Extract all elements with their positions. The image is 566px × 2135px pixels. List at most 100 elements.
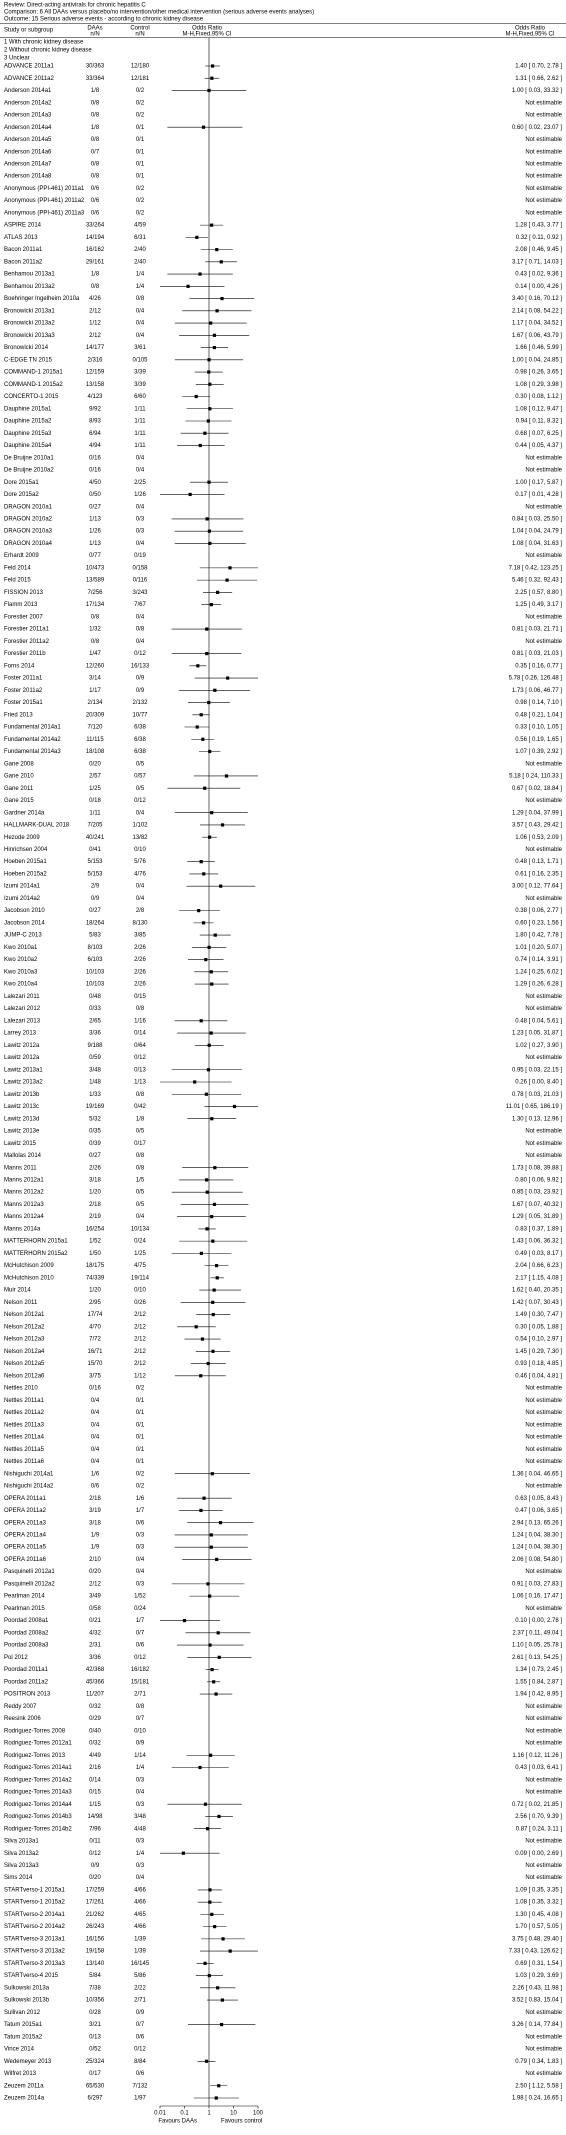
daa-events: 0/6	[91, 198, 100, 204]
ci-header: M-H,Fixed,95% CI	[505, 32, 554, 38]
study-name: DRAGON 2010a4	[4, 541, 53, 547]
study-name: Dauphine 2015a4	[4, 443, 52, 449]
point-estimate	[214, 2096, 218, 2100]
daa-events: 18/108	[86, 749, 105, 755]
odds-ratio-label: 0.33 [ 0.10, 1.05 ]	[515, 725, 562, 731]
control-events: 1/8	[136, 1116, 145, 1122]
odds-ratio-label: Not estimable	[525, 1777, 562, 1783]
odds-ratio-label: 0.09 [ 0.00, 2.69 ]	[515, 1851, 562, 1857]
control-events: 0/5	[136, 1190, 145, 1196]
point-estimate	[212, 1288, 216, 1292]
odds-ratio-label: 5.46 [ 0.32, 92.43 ]	[512, 578, 562, 584]
daa-events: 0/33	[89, 1006, 101, 1012]
odds-ratio-label: 0.91 [ 0.03, 27.83 ]	[512, 1581, 562, 1587]
point-estimate	[205, 651, 209, 656]
study-name: OPERA 2011a2	[4, 1508, 47, 1514]
control-events: 16/133	[131, 663, 150, 669]
odds-ratio-label: 1.24 [ 0.25, 6.02 ]	[515, 969, 562, 975]
odds-ratio-label: 1.03 [ 0.29, 3.69 ]	[515, 1973, 562, 1979]
control-events: 0/5	[136, 1129, 145, 1135]
study-name: MATTERHORN 2015a2	[4, 1251, 68, 1257]
point-estimate	[208, 1643, 212, 1647]
daa-events: 33/364	[86, 76, 105, 82]
odds-ratio-label: 0.80 [ 0.06, 9.92 ]	[515, 1178, 562, 1184]
study-name: Lalezari 2012	[4, 1006, 41, 1012]
daa-events: 0/8	[91, 113, 100, 119]
odds-ratio-label: 0.35 [ 0.16, 0.77 ]	[515, 663, 562, 669]
daa-events: 10/356	[86, 1998, 105, 2004]
point-estimate	[211, 1239, 215, 1243]
point-estimate	[199, 713, 203, 717]
daa-events: 11/115	[86, 737, 104, 743]
daa-events: 12/159	[86, 370, 105, 376]
control-events: 1/11	[134, 419, 146, 425]
odds-ratio-label: 0.78 [ 0.03, 21.03 ]	[512, 1092, 562, 1098]
study-name: OPERA 2011a3	[4, 1520, 47, 1526]
odds-ratio-label: 2.61 [ 0.13, 54.25 ]	[512, 1655, 562, 1661]
odds-ratio-label: 7.33 [ 0.43, 126.62 ]	[509, 1949, 563, 1955]
study-name: Dore 2015a2	[4, 492, 39, 498]
control-events: 2/12	[134, 1349, 146, 1355]
daa-events: 1/15	[89, 1802, 101, 1808]
control-events: 0/10	[134, 1728, 146, 1734]
study-name: Rodriguez-Torres 2008	[4, 1728, 66, 1734]
x-tick-label: 0.1	[180, 2111, 189, 2117]
study-name: STARTverso-3 2013a2	[4, 1949, 65, 1955]
point-estimate	[182, 1619, 187, 1623]
odds-ratio-label: 0.46 [ 0.04, 4.81 ]	[515, 1373, 562, 1379]
control-events: 0/4	[136, 308, 145, 314]
daa-events: 1/12	[89, 321, 101, 327]
study-name: Sims 2014	[4, 1875, 33, 1881]
daa-events: 17/261	[86, 1900, 105, 1906]
study-name: Pasquinelli 2012a2	[4, 1581, 55, 1587]
point-estimate	[205, 1190, 209, 1194]
study-name: Zeuzem 2011a	[4, 2083, 44, 2089]
control-events: 0/3	[136, 1802, 145, 1808]
control-events: 0/4	[136, 468, 145, 474]
daa-events: 0/8	[91, 100, 100, 106]
control-events: 15/181	[131, 1679, 150, 1685]
daa-events: 0/8	[91, 639, 100, 645]
daa-events: 1/11	[89, 810, 101, 816]
odds-ratio-label: 2.06 [ 0.08, 54.80 ]	[512, 1557, 562, 1563]
study-name: Forestier 2011b	[4, 651, 46, 657]
odds-ratio-label: 0.43 [ 0.02, 9.36 ]	[515, 272, 562, 278]
point-estimate	[207, 529, 212, 533]
control-events: 1/6	[136, 1496, 145, 1502]
study-name: DRAGON 2010a3	[4, 529, 53, 535]
point-estimate	[202, 1496, 206, 1500]
control-events: 1/4	[136, 1765, 145, 1771]
study-name: Bronowicki 2013a3	[4, 333, 55, 339]
daa-events: 0/29	[89, 1716, 101, 1722]
point-estimate	[210, 982, 214, 986]
control-events: 2/26	[134, 957, 146, 963]
daa-events: 5/153	[87, 859, 103, 865]
daa-events: 0/13	[89, 2034, 101, 2040]
daa-events: 1/47	[89, 651, 101, 657]
point-estimate	[211, 1349, 215, 1353]
odds-ratio-label: Not estimable	[525, 162, 562, 168]
point-estimate	[207, 480, 211, 484]
study-name: Forns 2014	[4, 663, 35, 669]
point-estimate	[199, 1019, 203, 1023]
control-events: 0/64	[134, 1043, 146, 1049]
daa-events: 2/16	[89, 1765, 101, 1771]
daa-events: 4/123	[87, 394, 103, 400]
daa-events: 0/48	[89, 994, 101, 1000]
outcome: Outcome: 15 Serious adverse events - acc…	[4, 17, 204, 23]
daa-events: 1/13	[89, 516, 101, 522]
daa-events: 1/13	[89, 541, 101, 547]
study-name: Nelson 2012a2	[4, 1324, 45, 1330]
point-estimate	[198, 443, 202, 448]
control-events: 0/2	[136, 1471, 145, 1477]
daa-events: 42/368	[86, 1667, 105, 1673]
control-events: 0/2	[136, 198, 145, 204]
control-events: 0/2	[136, 113, 145, 119]
point-estimate	[196, 664, 200, 668]
study-name: Tatum 2015a1	[4, 2022, 43, 2028]
daa-events: 6/297	[87, 2096, 103, 2102]
daa-events: 16/162	[86, 247, 105, 253]
odds-ratio-label: Not estimable	[525, 1606, 562, 1612]
point-estimate	[220, 296, 224, 301]
control-events: 1/11	[134, 406, 146, 412]
